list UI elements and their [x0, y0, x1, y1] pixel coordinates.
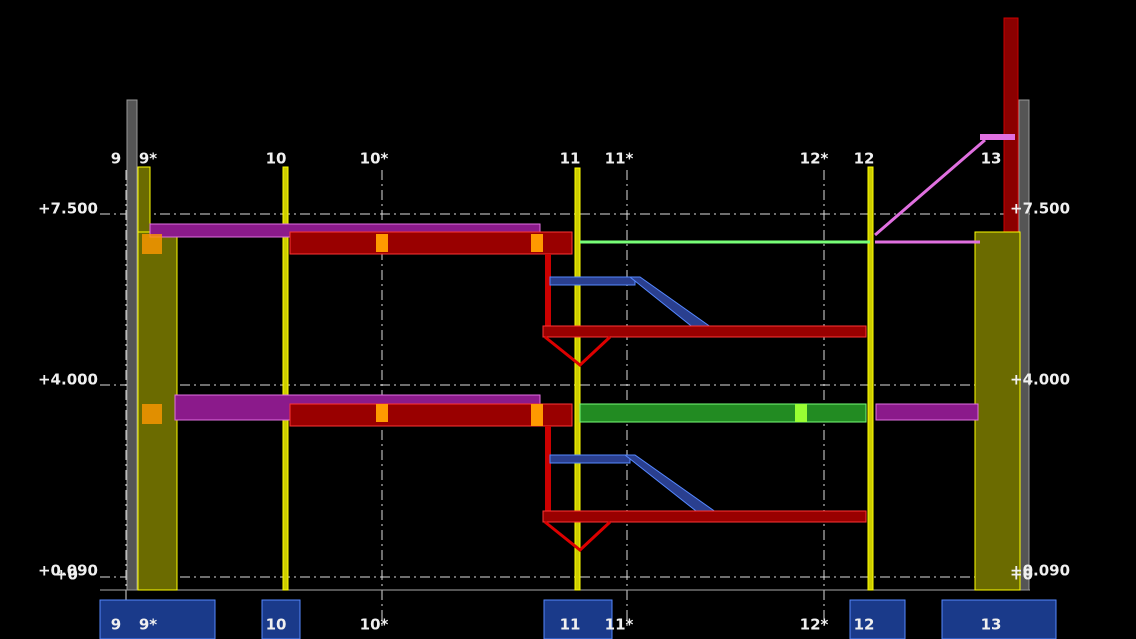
beam-magenta — [875, 403, 979, 421]
footing — [99, 599, 216, 639]
axis-label: 9 — [111, 150, 121, 168]
footing — [543, 599, 613, 639]
beams-middle — [142, 394, 979, 427]
post — [282, 166, 289, 591]
axis-label: 12* — [800, 150, 829, 168]
level-label: +0 — [1010, 566, 1033, 584]
plate — [376, 234, 388, 252]
axis-label: 9* — [139, 150, 157, 168]
axis-label: 12 — [854, 616, 875, 634]
axis-label: 11 — [560, 150, 581, 168]
footing — [261, 599, 301, 639]
level-label: +0.090 — [38, 562, 98, 580]
plate — [376, 404, 388, 422]
landing — [549, 454, 631, 464]
post — [867, 166, 874, 591]
level-label: +0.090 — [1010, 562, 1070, 580]
axis-label: 11* — [605, 616, 634, 634]
brace — [874, 138, 986, 237]
axis-label: 13 — [981, 616, 1002, 634]
axis-label: 13 — [981, 150, 1002, 168]
level-label: +4.000 — [38, 371, 98, 389]
footing — [849, 599, 906, 639]
landing — [549, 276, 636, 286]
level-label: +0 — [55, 566, 78, 584]
column-yellow — [137, 166, 151, 233]
beam-red — [542, 510, 867, 523]
axis-label: 9 — [111, 616, 121, 634]
axis-label: 12* — [800, 616, 829, 634]
axis-label: 10* — [360, 150, 389, 168]
stairs — [542, 254, 867, 552]
post — [574, 167, 581, 591]
level-label: +7.500 — [38, 200, 98, 218]
beams-upper — [142, 134, 1015, 255]
hanger — [545, 426, 551, 521]
axis-label: 9* — [139, 616, 157, 634]
bracket — [980, 134, 1015, 140]
plate — [795, 404, 807, 422]
axis-label: 11* — [605, 150, 634, 168]
beam-red — [542, 325, 867, 338]
grid-axes — [100, 170, 1030, 630]
level-label: +7.500 — [1010, 200, 1070, 218]
bracket — [544, 335, 612, 367]
plate — [531, 404, 543, 426]
plate — [531, 234, 543, 252]
hanger — [545, 254, 551, 337]
plate — [142, 404, 162, 424]
plate — [142, 234, 162, 254]
footings — [99, 599, 1057, 639]
beam-red — [289, 403, 573, 427]
axis-label: 10 — [266, 150, 287, 168]
axis-label: 12 — [854, 150, 875, 168]
column-gray — [126, 99, 138, 591]
beam-red — [289, 231, 573, 255]
column-yellow — [974, 231, 1021, 591]
axis-label: 11 — [560, 616, 581, 634]
level-label: +4.000 — [1010, 371, 1070, 389]
labels: 9 9* 10 10* 11 11* 12* 12 13 9 9* 10 10* 11 11* 12* 12 13… — [38, 150, 1070, 634]
beam-green — [579, 403, 867, 423]
bracket — [544, 520, 612, 552]
footing — [941, 599, 1057, 639]
axis-label: 10 — [266, 616, 287, 634]
axis-label: 10* — [360, 616, 389, 634]
